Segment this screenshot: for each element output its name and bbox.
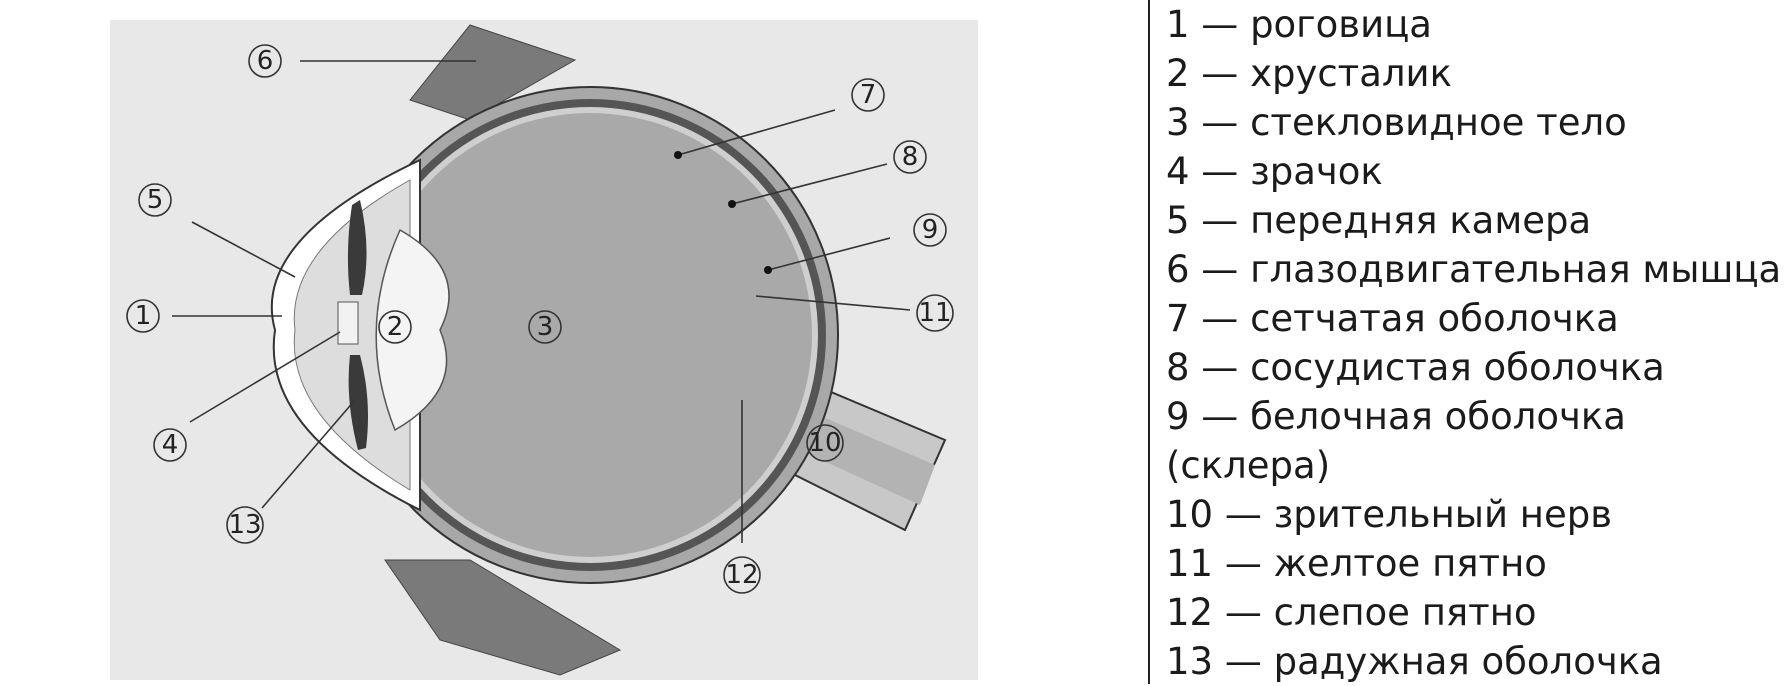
label-3-text: 3	[537, 312, 554, 342]
label-12: 12	[723, 556, 761, 594]
legend-item-3: 3 — стекловидное тело	[1166, 101, 1627, 144]
label-13-text: 13	[228, 510, 261, 540]
label-8: 8	[893, 140, 927, 174]
label-13: 13	[226, 506, 264, 544]
lens	[375, 228, 450, 432]
legend-divider	[1148, 0, 1150, 684]
vitreous-body	[368, 113, 812, 557]
label-9: 9	[913, 213, 947, 247]
label-12-text: 12	[725, 560, 758, 590]
legend-item-2: 2 — хрусталик	[1166, 52, 1452, 95]
label-3: 3	[528, 310, 562, 344]
legend-item-13: 13 — радужная оболочка	[1166, 640, 1663, 683]
label-11-text: 11	[918, 298, 951, 328]
legend-item-11: 11 — желтое пятно	[1166, 542, 1547, 585]
upper-eye-muscle	[409, 24, 577, 121]
lower-eye-muscle	[384, 559, 622, 676]
label-1-text: 1	[135, 301, 152, 331]
pupil	[337, 301, 359, 345]
iris-lower	[348, 355, 368, 450]
label-8-text: 8	[902, 142, 919, 172]
legend-item-7: 7 — сетчатая оболочка	[1166, 297, 1619, 340]
label-10-text: 10	[808, 428, 841, 458]
legend-item-9-continuation: (склера)	[1166, 444, 1331, 487]
label-6-text: 6	[257, 46, 274, 76]
label-10: 10	[806, 424, 844, 462]
sclera-marker	[764, 266, 772, 274]
iris-upper	[347, 200, 367, 295]
legend-item-5: 5 — передняя камера	[1166, 199, 1592, 242]
legend: 1 — роговица 2 — хрусталик 3 — стекловид…	[1166, 0, 1786, 684]
label-2: 2	[378, 310, 412, 344]
retina-marker	[674, 151, 682, 159]
label-5: 5	[138, 183, 172, 217]
label-6: 6	[248, 44, 282, 78]
label-4: 4	[153, 428, 187, 462]
label-11: 11	[916, 294, 954, 332]
label-5-text: 5	[147, 185, 164, 215]
legend-item-4: 4 — зрачок	[1166, 150, 1383, 193]
legend-item-12: 12 — слепое пятно	[1166, 591, 1537, 634]
choroid-marker	[728, 200, 736, 208]
legend-item-9: 9 — белочная оболочка	[1166, 395, 1626, 438]
eye-diagram: 6 5 1 2 3 4 13 7 8 9 11 10 12	[110, 20, 978, 680]
legend-item-1: 1 — роговица	[1166, 3, 1432, 46]
label-9-text: 9	[922, 215, 939, 245]
label-1: 1	[126, 299, 160, 333]
label-7: 7	[851, 78, 885, 112]
leader-lines	[172, 60, 911, 543]
legend-item-8: 8 — сосудистая оболочка	[1166, 346, 1665, 389]
label-7-text: 7	[860, 80, 877, 110]
legend-item-6: 6 — глазодвигательная мышца	[1166, 248, 1782, 291]
legend-item-10: 10 — зрительный нерв	[1166, 493, 1613, 536]
label-4-text: 4	[162, 430, 179, 460]
label-2-text: 2	[387, 312, 404, 342]
